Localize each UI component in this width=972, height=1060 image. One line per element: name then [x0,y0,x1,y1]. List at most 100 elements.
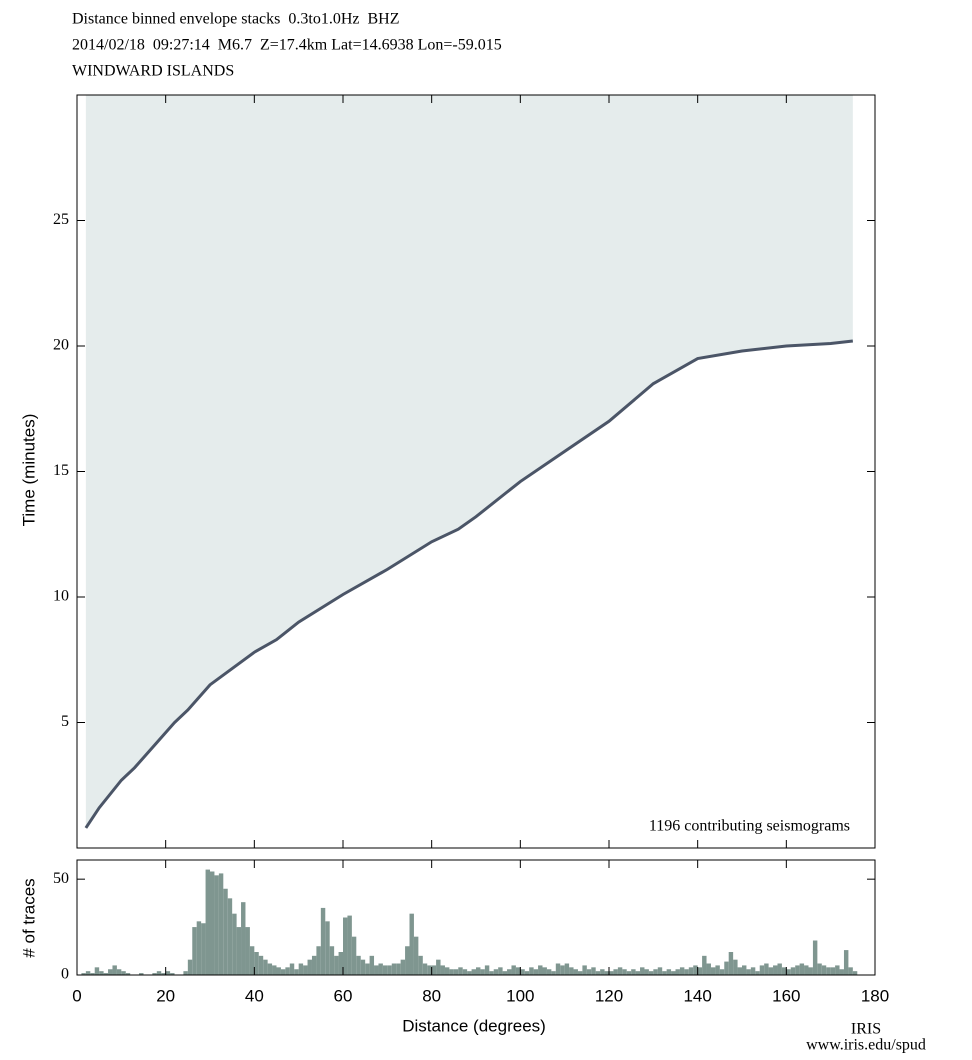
bar [360,959,366,975]
bar [631,969,636,975]
bar [201,923,206,975]
bar [218,873,224,975]
bar [852,971,858,975]
logo-url: www.iris.edu/spud [806,1037,926,1054]
chart-subtitle: WINDWARD ISLANDS [72,63,234,80]
bar [573,969,578,975]
x-tick-label: 120 [595,986,623,1005]
bar [746,969,751,975]
bar [808,967,813,975]
bar [263,959,268,975]
bar [462,969,468,975]
bar [662,971,667,975]
bar [325,921,330,975]
bar [241,902,246,975]
y-tick-label: 5 [61,713,69,730]
bar [786,969,791,975]
bar [387,965,392,975]
bar [582,965,587,975]
x-axis-label: Distance (degrees) [402,1016,546,1035]
bar [192,927,197,975]
bar [795,965,800,975]
bar [759,965,765,975]
bar [675,969,680,975]
bar [821,965,827,975]
bar [764,963,769,975]
bar [436,959,441,975]
bar [684,969,689,975]
bar [702,955,707,975]
bar [777,963,782,975]
bar [507,969,512,975]
bar [108,969,113,975]
bar [227,898,233,975]
x-tick-label: 60 [334,986,353,1005]
bar [139,973,144,975]
bar [724,961,729,975]
bar [316,946,321,975]
bar [489,971,494,975]
y-tick-label: 10 [53,588,69,605]
bar [781,967,787,975]
bar [187,959,193,975]
chart-title: Distance binned envelope stacks 0.3to1.0… [72,11,399,28]
bar [422,963,428,975]
bar [755,971,760,975]
bar [405,946,410,975]
bar [280,969,286,975]
bar [254,952,259,975]
bar [737,967,742,975]
bar [453,969,459,975]
bar [214,875,219,975]
bar [258,955,264,975]
bar [116,969,122,975]
bar [94,967,100,975]
bar [484,965,490,975]
chart-subtitle: 2014/02/18 09:27:14 M6.7 Z=17.4km Lat=14… [72,37,502,54]
bar [710,967,716,975]
bar [742,965,747,975]
bar [524,971,530,975]
bar [520,969,525,975]
arrival-line [84,339,854,829]
bar [706,963,711,975]
bar [666,969,672,975]
bar [165,971,171,975]
bar [835,965,840,975]
bar [161,973,166,975]
bar [272,965,277,975]
y-tick-label: 20 [53,337,69,354]
bar [427,965,432,975]
bar [657,967,663,975]
bar [648,971,654,975]
bar [467,971,472,975]
bar [551,971,556,975]
bar [804,965,809,975]
bar [799,963,805,975]
bar [338,952,343,975]
bar [569,967,574,975]
bar [635,971,641,975]
bar [617,967,623,975]
bar [90,973,95,975]
bar [125,973,131,975]
bar [542,967,547,975]
bar [773,965,778,975]
y-axis-label: Time (minutes) [19,414,38,527]
bar [343,917,348,975]
bar [365,963,370,975]
bar [768,967,774,975]
bar [498,967,503,975]
bar [382,965,388,975]
y-tick-label: 15 [53,462,69,479]
bar [409,913,414,975]
y-tick-label: 25 [53,211,69,228]
x-tick-label: 0 [72,986,81,1005]
bar [790,967,796,975]
bar [99,971,104,975]
bar [688,967,694,975]
bar [85,971,91,975]
bar [121,971,126,975]
annotation: 1196 contributing seismograms [649,818,850,835]
